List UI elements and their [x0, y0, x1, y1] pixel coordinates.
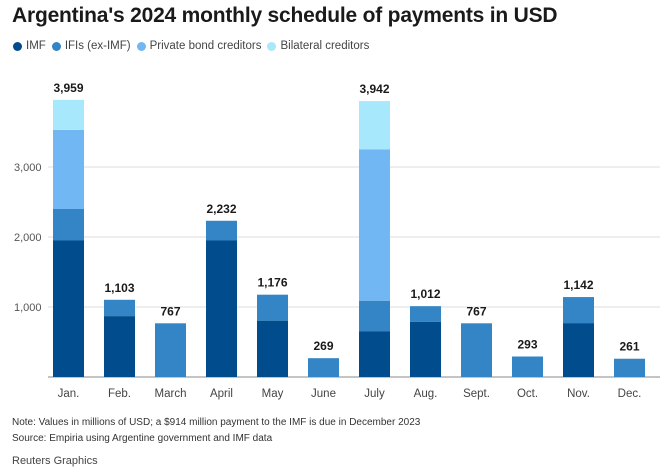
bar-segment	[53, 99, 84, 130]
bar-segment	[563, 297, 594, 324]
bar-segment	[53, 209, 84, 241]
bar-segment	[104, 299, 135, 317]
bar-segment	[53, 129, 84, 209]
bar-segment	[359, 331, 390, 377]
bars	[53, 99, 645, 377]
bar-segment	[104, 316, 135, 377]
chart-note: Note: Values in millions of USD; a $914 …	[12, 417, 421, 428]
x-tick-label: Jan.	[58, 388, 80, 400]
bar-segment	[257, 320, 288, 377]
total-label: 3,942	[359, 82, 389, 96]
chart-title: Argentina's 2024 monthly schedule of pay…	[12, 4, 558, 27]
y-tick-label: 1,000	[14, 302, 42, 314]
total-label: 767	[160, 304, 180, 318]
x-tick-label: Aug.	[414, 388, 438, 400]
bar-segment	[359, 149, 390, 301]
bar-segment	[512, 356, 543, 377]
total-label: 293	[517, 337, 537, 351]
x-tick-label: Nov.	[567, 388, 590, 400]
total-label: 261	[619, 340, 639, 354]
bar-segment	[206, 220, 237, 241]
legend: IMF IFIs (ex-IMF) Private bond creditors Bi…	[13, 40, 375, 54]
total-label: 1,103	[104, 281, 134, 295]
legend-swatch	[13, 41, 22, 51]
x-tick-label: April	[210, 388, 233, 400]
x-tick-label: May	[262, 388, 284, 400]
bar-segment	[308, 358, 339, 377]
total-label: 3,959	[53, 81, 83, 95]
legend-item-2: Private bond creditors	[136, 40, 262, 52]
legend-label: Private bond creditors	[149, 40, 262, 52]
bar-segment	[257, 294, 288, 321]
legend-item-3: Bilateral creditors	[267, 40, 369, 52]
bar-segment	[410, 306, 441, 322]
bar-chart: 1,000 2,000 3,000 3,959 Jan. 1,103 Feb. 767 Marc…	[14, 81, 660, 400]
bar-segment	[614, 358, 645, 377]
gridlines	[48, 166, 660, 378]
total-label: 1,142	[563, 278, 593, 292]
legend-swatch	[51, 41, 61, 51]
legend-label: IFIs (ex-IMF)	[64, 40, 131, 52]
total-label: 1,176	[257, 276, 287, 290]
total-label: 1,012	[410, 287, 440, 301]
bar-segment	[155, 323, 186, 377]
bar-segment	[53, 240, 84, 377]
x-tick-label: March	[155, 388, 187, 400]
x-tick-label: Dec.	[618, 388, 642, 400]
bar-segment	[563, 323, 594, 377]
labels: 1,000 2,000 3,000 3,959 Jan. 1,103 Feb. 767 Marc…	[14, 81, 641, 400]
x-tick-label: June	[311, 388, 336, 400]
legend-label: Bilateral creditors	[280, 40, 370, 52]
y-tick-label: 3,000	[14, 162, 42, 174]
total-label: 2,232	[206, 202, 236, 216]
bar-segment	[461, 323, 492, 377]
legend-swatch	[267, 41, 277, 51]
y-tick-label: 2,000	[14, 232, 42, 244]
x-tick-label: Sept.	[463, 388, 490, 400]
bar-segment	[410, 321, 441, 377]
total-label: 269	[313, 339, 333, 353]
x-tick-label: Oct.	[517, 388, 538, 400]
legend-item-0: IMF	[13, 40, 46, 52]
total-label: 767	[466, 304, 486, 318]
chart-credit: Reuters Graphics	[12, 455, 98, 467]
legend-item-1: IFIs (ex-IMF)	[51, 40, 131, 52]
bar-segment	[359, 300, 390, 332]
bar-segment	[359, 101, 390, 150]
x-tick-label: July	[364, 388, 385, 400]
legend-swatch	[136, 41, 146, 51]
x-tick-label: Feb.	[108, 388, 131, 400]
legend-label: IMF	[26, 40, 46, 52]
bar-segment	[206, 240, 237, 377]
chart-source: Source: Empiria using Argentine governme…	[12, 433, 273, 444]
